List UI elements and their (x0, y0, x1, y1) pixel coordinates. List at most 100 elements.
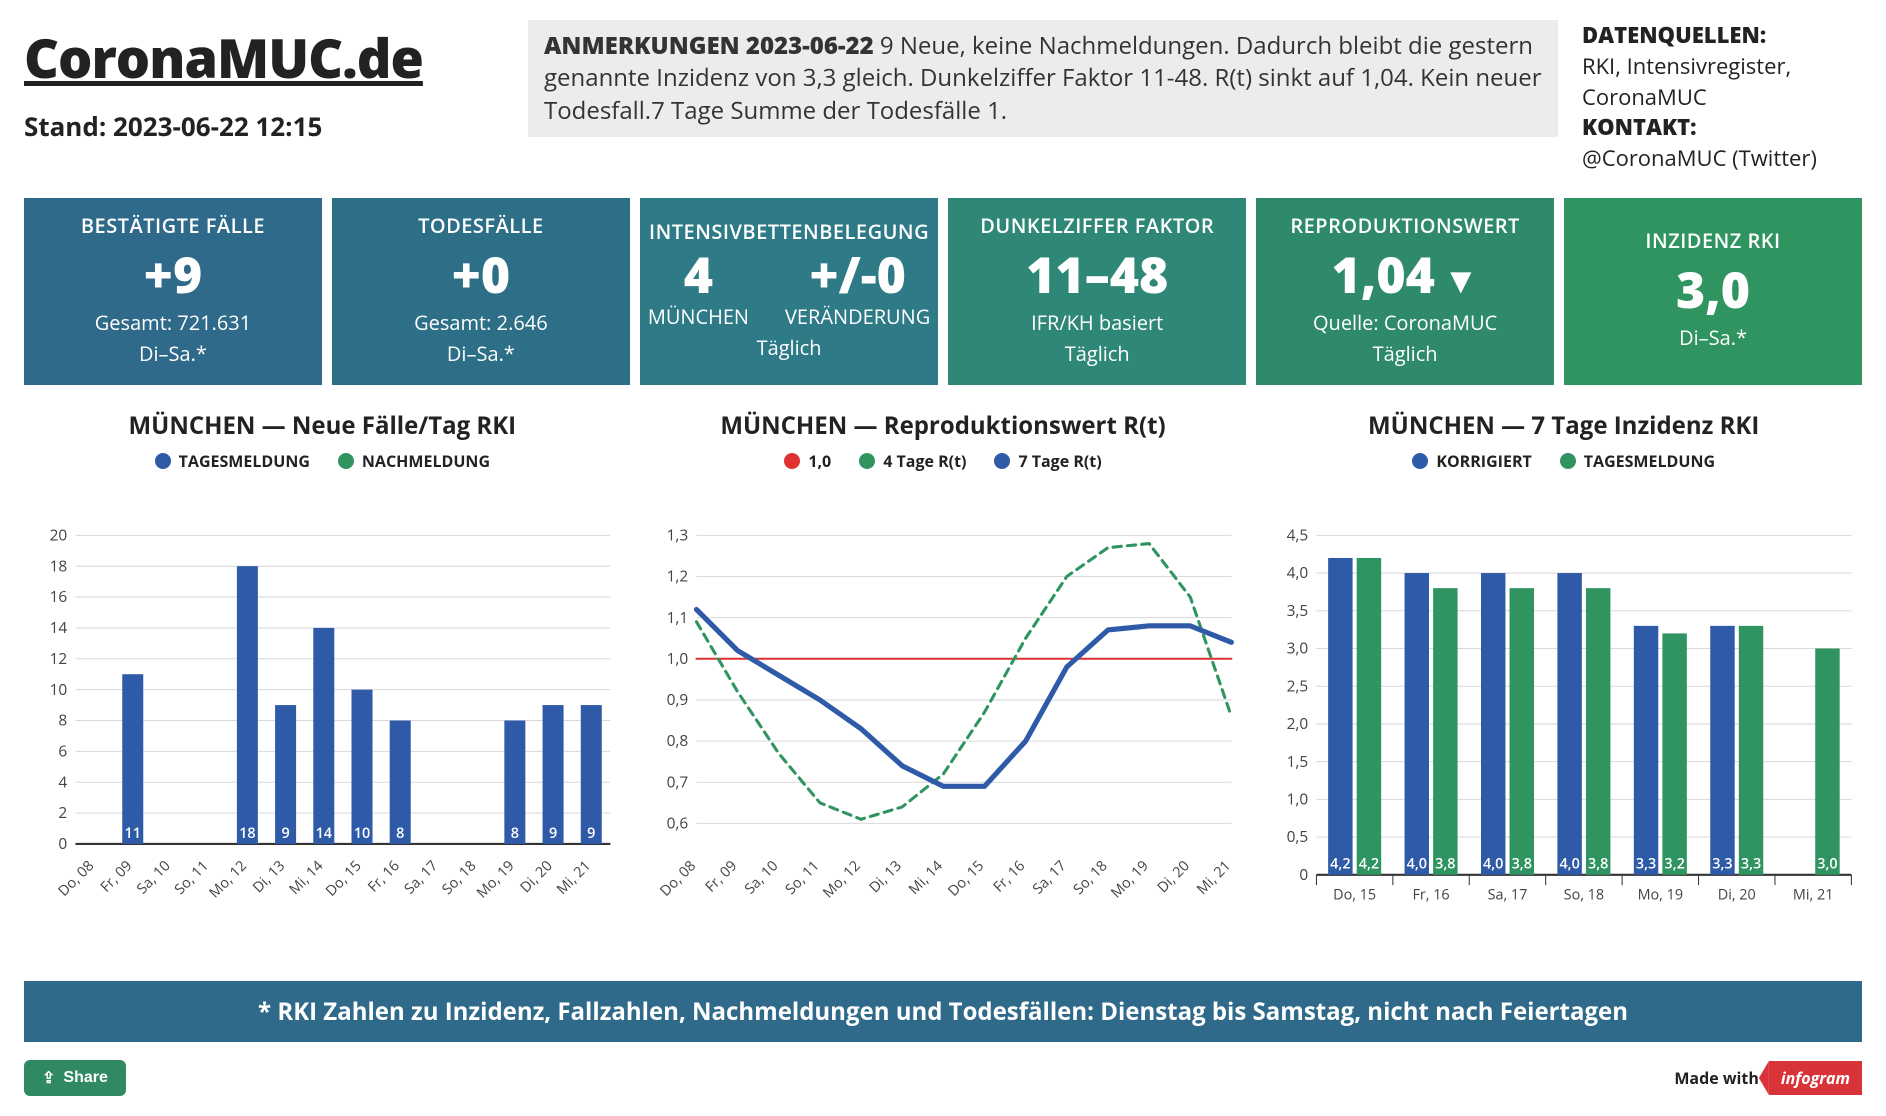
svg-text:Do, 08: Do, 08 (656, 857, 700, 901)
card-value: 4 (684, 249, 713, 299)
legend-item: TAGESMELDUNG (1560, 450, 1715, 472)
svg-text:Do, 15: Do, 15 (322, 857, 366, 901)
footnote: * RKI Zahlen zu Inzidenz, Fallzahlen, Na… (24, 981, 1862, 1042)
card-value: 3,0 (1572, 264, 1854, 314)
svg-text:Di, 20: Di, 20 (516, 857, 556, 897)
svg-text:So, 18: So, 18 (1069, 857, 1111, 899)
chart3-legend: KORRIGIERTTAGESMELDUNG (1265, 450, 1862, 472)
card-value: +0 (340, 249, 622, 299)
svg-text:Sa, 17: Sa, 17 (1028, 857, 1070, 899)
svg-text:Mi, 14: Mi, 14 (285, 857, 327, 899)
svg-text:2,5: 2,5 (1287, 675, 1309, 696)
svg-text:Sa, 17: Sa, 17 (1488, 885, 1528, 904)
svg-text:3,2: 3,2 (1665, 855, 1685, 874)
chart3-title: MÜNCHEN — 7 Tage Inzidenz RKI (1265, 409, 1862, 442)
svg-text:Fr, 16: Fr, 16 (989, 857, 1029, 897)
svg-text:Fr, 09: Fr, 09 (701, 857, 741, 897)
note-title: ANMERKUNGEN 2023-06-22 (544, 29, 874, 62)
legend-item: 1,0 (784, 450, 831, 472)
svg-text:14: 14 (50, 617, 68, 638)
svg-text:Di, 13: Di, 13 (865, 857, 905, 897)
svg-text:Mi, 21: Mi, 21 (1793, 885, 1833, 904)
svg-text:10: 10 (50, 679, 68, 700)
card-title: INZIDENZ RKI (1572, 227, 1854, 254)
svg-text:3,8: 3,8 (1588, 855, 1608, 874)
share-label: Share (63, 1069, 107, 1087)
legend-dot (784, 453, 800, 469)
card-title: DUNKELZIFFER FAKTOR (956, 212, 1238, 239)
svg-text:Mi, 21: Mi, 21 (553, 857, 595, 899)
card-title: TODESFÄLLE (340, 212, 622, 239)
svg-text:18: 18 (239, 824, 255, 843)
svg-text:6: 6 (58, 740, 67, 761)
svg-text:Di, 20: Di, 20 (1718, 885, 1756, 904)
chart2-area: 0,60,70,80,91,01,11,21,3Do, 08Fr, 09Sa, … (645, 480, 1242, 961)
infogram-badge[interactable]: infogram (1769, 1061, 1862, 1095)
svg-text:0: 0 (58, 833, 67, 854)
chart-new-cases: MÜNCHEN — Neue Fälle/Tag RKI TAGESMELDUN… (24, 409, 621, 961)
legend-label: 4 Tage R(t) (883, 450, 966, 472)
card-sub2: Täglich (1264, 340, 1546, 367)
card-sub1: IFR/KH basiert (956, 309, 1238, 336)
svg-text:4,2: 4,2 (1331, 855, 1351, 874)
svg-text:3,8: 3,8 (1512, 855, 1532, 874)
svg-text:Sa, 17: Sa, 17 (400, 857, 442, 899)
legend-item: 4 Tage R(t) (859, 450, 966, 472)
card-sub1: Quelle: CoronaMUC (1264, 309, 1546, 336)
svg-text:0,8: 0,8 (666, 730, 688, 751)
svg-text:Do, 15: Do, 15 (944, 857, 988, 901)
card-sub1: Gesamt: 2.646 (340, 309, 622, 336)
made-with: Made with infogram (1674, 1061, 1862, 1095)
card-title: REPRODUKTIONSWERT (1264, 212, 1546, 239)
svg-text:Sa, 10: Sa, 10 (133, 857, 175, 899)
sources-block: DATENQUELLEN: RKI, Intensivregister, Cor… (1582, 20, 1862, 174)
site-title[interactable]: CoronaMUC.de (24, 20, 504, 94)
svg-text:4,0: 4,0 (1407, 855, 1427, 874)
svg-text:1,5: 1,5 (1287, 751, 1309, 772)
card-sub1: Gesamt: 721.631 (32, 309, 314, 336)
legend-dot (994, 453, 1010, 469)
svg-text:3,0: 3,0 (1287, 638, 1309, 659)
card-sub1: Di–Sa.* (1572, 324, 1854, 351)
svg-text:0,6: 0,6 (666, 813, 688, 834)
svg-text:0,9: 0,9 (666, 689, 688, 710)
legend-dot (1560, 453, 1576, 469)
card-title: BESTÄTIGTE FÄLLE (32, 212, 314, 239)
svg-text:Mo, 19: Mo, 19 (473, 857, 519, 903)
svg-text:Mi, 21: Mi, 21 (1193, 857, 1235, 899)
share-button[interactable]: ⇪ Share (24, 1060, 126, 1096)
card-sublabel: VERÄNDERUNG (785, 303, 930, 330)
svg-text:So, 18: So, 18 (438, 857, 480, 899)
svg-text:4: 4 (58, 771, 67, 792)
svg-text:11: 11 (125, 824, 141, 843)
svg-text:3,3: 3,3 (1636, 855, 1656, 874)
title-block: CoronaMUC.de Stand: 2023-06-22 12:15 (24, 20, 504, 144)
svg-text:9: 9 (587, 824, 595, 843)
card-value: 11–48 (956, 249, 1238, 299)
svg-text:Do, 08: Do, 08 (54, 857, 98, 901)
card-sub2: Di–Sa.* (32, 340, 314, 367)
svg-text:8: 8 (58, 710, 67, 731)
svg-text:Mo, 12: Mo, 12 (205, 857, 251, 903)
legend-dot (1412, 453, 1428, 469)
svg-text:Fr, 16: Fr, 16 (1413, 885, 1450, 904)
svg-text:Mo, 19: Mo, 19 (1107, 857, 1153, 903)
svg-text:1,0: 1,0 (1287, 789, 1309, 810)
stat-card: DUNKELZIFFER FAKTOR11–48IFR/KH basiertTä… (948, 198, 1246, 385)
svg-text:3,3: 3,3 (1713, 855, 1733, 874)
sources-text: RKI, Intensivregister, CoronaMUC (1582, 51, 1862, 113)
legend-label: TAGESMELDUNG (179, 450, 310, 472)
svg-text:Fr, 09: Fr, 09 (97, 857, 137, 897)
sources-label: DATENQUELLEN: (1582, 20, 1766, 50)
svg-text:2: 2 (58, 802, 67, 823)
note-box: ANMERKUNGEN 2023-06-22 9 Neue, keine Nac… (528, 20, 1558, 137)
svg-text:4,2: 4,2 (1359, 855, 1379, 874)
svg-text:3,0: 3,0 (1818, 855, 1838, 874)
stat-card: INTENSIVBETTENBELEGUNG4MÜNCHEN+/-0VERÄND… (640, 198, 938, 385)
stat-card: BESTÄTIGTE FÄLLE+9Gesamt: 721.631Di–Sa.* (24, 198, 322, 385)
header-row: CoronaMUC.de Stand: 2023-06-22 12:15 ANM… (24, 20, 1862, 174)
chart-incidence: MÜNCHEN — 7 Tage Inzidenz RKI KORRIGIERT… (1265, 409, 1862, 961)
chart2-title: MÜNCHEN — Reproduktionswert R(t) (645, 409, 1242, 442)
chart-rt: MÜNCHEN — Reproduktionswert R(t) 1,0 4 Ta… (645, 409, 1242, 961)
share-icon: ⇪ (42, 1068, 55, 1088)
